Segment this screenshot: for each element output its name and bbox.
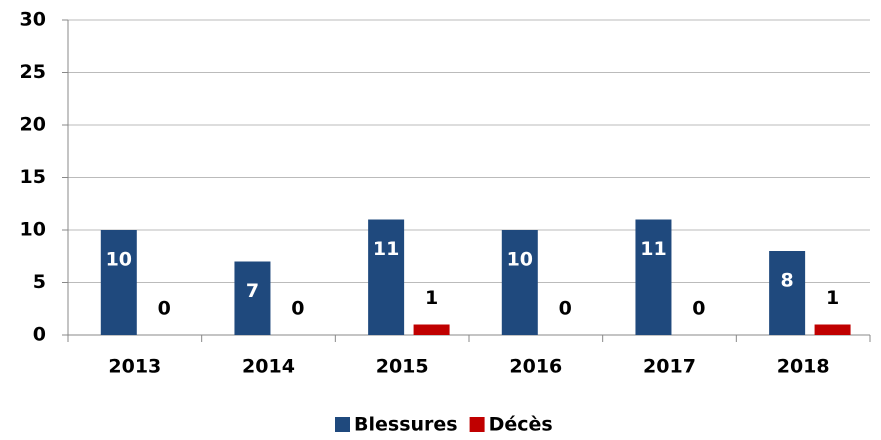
data-label: 7	[246, 280, 259, 302]
data-label: 0	[158, 298, 171, 320]
y-tick-label: 30	[20, 9, 46, 31]
data-label: 1	[425, 287, 438, 309]
x-tick-label: 2018	[777, 356, 830, 378]
x-tick-label: 2014	[242, 356, 295, 378]
x-tick-label: 2013	[108, 356, 161, 378]
bar	[501, 230, 538, 335]
bar	[814, 324, 851, 335]
y-tick-label: 25	[20, 61, 46, 83]
legend-swatch	[335, 417, 350, 432]
data-label: 10	[507, 249, 533, 271]
bar	[234, 261, 271, 335]
legend-label: Décès	[489, 414, 553, 436]
data-label: 8	[781, 270, 794, 292]
data-label: 11	[373, 238, 399, 260]
data-label: 0	[692, 298, 705, 320]
data-label: 11	[640, 238, 666, 260]
y-tick-label: 10	[20, 219, 46, 241]
data-label: 10	[106, 249, 132, 271]
bar	[635, 219, 672, 335]
bar	[769, 251, 806, 335]
legend-swatch	[469, 417, 485, 432]
y-tick-label: 20	[20, 114, 46, 136]
data-label: 0	[291, 298, 304, 320]
x-tick-label: 2016	[509, 356, 562, 378]
data-label: 1	[826, 287, 839, 309]
bar	[100, 230, 137, 335]
bar	[368, 219, 405, 335]
y-tick-label: 0	[33, 324, 46, 346]
x-tick-label: 2015	[376, 356, 429, 378]
legend-label: Blessures	[354, 414, 458, 436]
bar	[413, 324, 450, 335]
y-tick-label: 5	[33, 271, 46, 293]
y-tick-label: 15	[20, 166, 46, 188]
data-label: 0	[559, 298, 572, 320]
x-tick-label: 2017	[643, 356, 696, 378]
